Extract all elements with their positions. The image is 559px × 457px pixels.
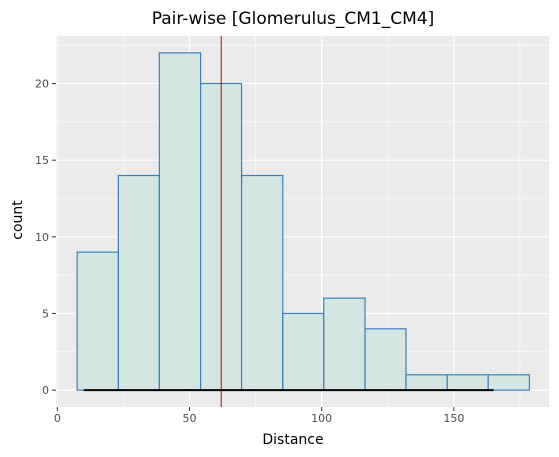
x-tick-label: 100 [311,412,332,425]
histogram-bar-2 [117,174,160,391]
histogram-bar-1 [76,251,119,391]
histogram-bar-3 [158,52,202,391]
y-tick-label: 10 [35,231,49,244]
x-tick-label: 50 [182,412,196,425]
y-axis-ticks: 0 5 10 15 20 [35,78,56,397]
y-tick-label: 20 [35,78,49,91]
histogram-bar-10 [446,374,489,391]
histogram-bar-11 [487,374,531,391]
histogram-bar-7 [323,297,366,391]
histogram-bar-5 [240,174,284,391]
histogram-bar-8 [364,328,407,391]
y-axis-label: count [10,200,26,240]
histogram-bar-6 [282,312,325,391]
x-tick-label: 0 [54,412,61,425]
bars [76,52,531,391]
x-axis-label: Distance [262,432,323,448]
chart-title: Pair-wise [Glomerulus_CM1_CM4] [152,9,434,29]
x-axis-ticks: 0 50 100 150 [54,407,464,425]
y-tick-label: 15 [35,154,49,167]
x-tick-label: 150 [443,412,464,425]
overlays [83,36,494,407]
y-tick-label: 5 [42,307,49,320]
y-tick-label: 0 [42,384,49,397]
histogram-bar-9 [405,374,448,391]
